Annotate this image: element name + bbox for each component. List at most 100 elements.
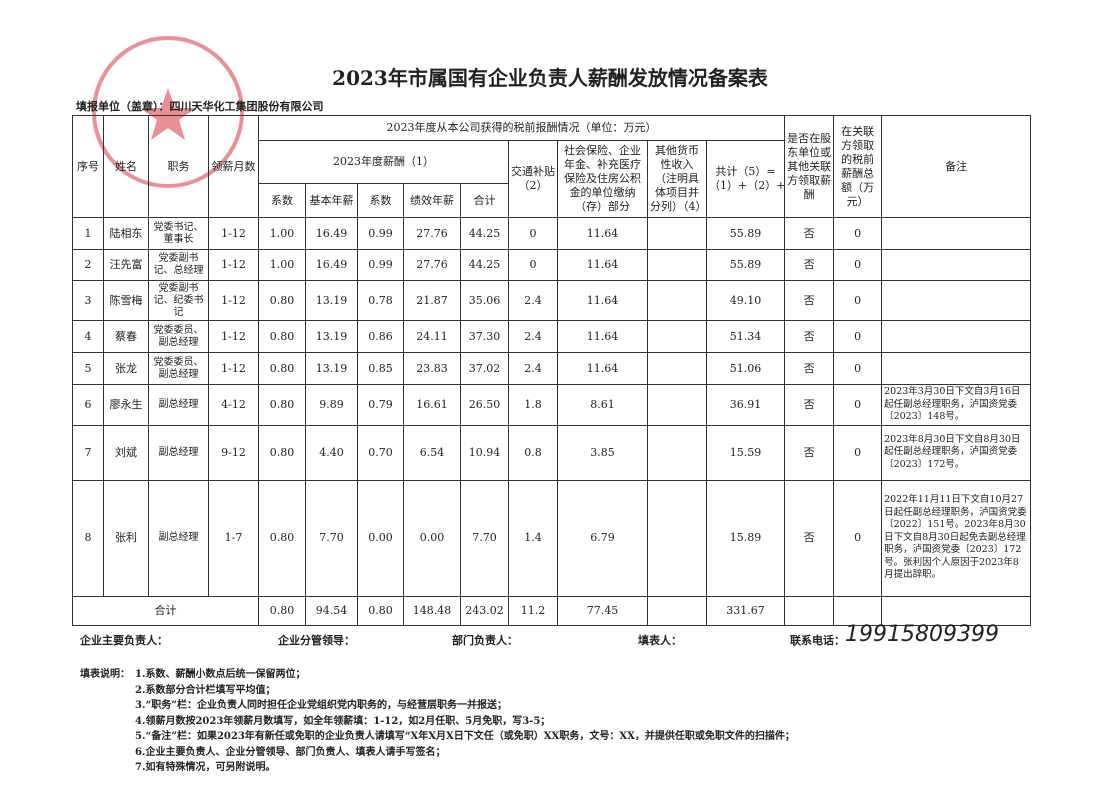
header-cell: 合计 (460, 183, 509, 218)
cell: 0 (833, 249, 883, 281)
cell: 13.19 (305, 280, 358, 321)
cell: 21.87 (403, 280, 461, 321)
cell: 11.64 (557, 217, 648, 250)
cell (647, 595, 707, 626)
header-cell: 系数 (357, 183, 404, 218)
cell: 4 (72, 320, 104, 353)
cell: 0.80 (258, 424, 306, 481)
phone: 19915809399 (845, 622, 999, 647)
cell: 0.99 (357, 249, 404, 281)
cell: 6.79 (557, 479, 648, 597)
cell: 16.49 (305, 217, 358, 250)
cell: 1-12 (208, 352, 259, 385)
cell: 37.30 (460, 320, 509, 353)
cell: 0.86 (357, 320, 404, 353)
header-cell: 基本年薪 (305, 183, 358, 218)
salary-table: 序号 姓名 职务 领薪月数 2023年度从本公司获得的税前报酬情况（单位：万元） 是否在股… (72, 115, 1032, 626)
note-item: 3.“职务”栏：企业负责人同时担任企业党组织党内职务的，与经营层职务一并报送； (135, 700, 507, 711)
signature-label: 部门负责人： (452, 634, 518, 647)
cell (647, 217, 707, 250)
cell: 否 (784, 280, 835, 321)
cell: 36.91 (705, 384, 786, 426)
cell: 1-12 (208, 217, 259, 250)
header-cell: 是否在股东单位或其他关联方领取薪酬 (784, 115, 835, 218)
cell (647, 280, 707, 321)
header-cell: 领薪月数 (208, 115, 259, 218)
signature-label: 填表人： (638, 634, 682, 647)
cell: 否 (784, 249, 835, 281)
cell: 0.80 (258, 320, 306, 353)
cell (881, 320, 1032, 353)
cell: 331.67 (705, 595, 786, 626)
cell: 0.80 (258, 384, 306, 426)
data-row: 5 张龙 党委委员、副总经理 1-12 0.80 13.19 0.85 23.83 37.02 2… (72, 352, 1032, 385)
header-cell: 交通补贴（2） (508, 140, 558, 218)
header-cell: 共计（5）=（1）+（2）+（3）+（4） (705, 140, 786, 218)
note-item: 5.“备注”栏：如果2023年有新任或免职的企业负责人请填写“X年X月X日下文任… (135, 731, 795, 742)
cell: 1-12 (208, 280, 259, 321)
cell: 否 (784, 320, 835, 353)
cell: 1.00 (258, 249, 306, 281)
cell (881, 280, 1032, 321)
data-row: 2 汪先富 党委副书记、总经理 1-12 1.00 16.49 0.99 27.76 44.25… (72, 249, 1032, 281)
cell: 13.19 (305, 352, 358, 385)
cell: 11.64 (557, 320, 648, 353)
cell: 副总经理 (148, 424, 209, 481)
header-row: 2023年度薪酬（1） 交通补贴（2） 社会保险、企业年金、补充医疗保险及住房公积金… (73, 140, 1031, 218)
cell: 蔡春 (103, 320, 149, 353)
cell: 0.99 (357, 217, 404, 250)
cell: 0.8 (508, 424, 558, 481)
cell: 15.59 (705, 424, 786, 481)
cell: 26.50 (460, 384, 509, 426)
cell: 16.61 (403, 384, 461, 426)
cell: 4-12 (208, 384, 259, 426)
note-item: 1.系数、薪酬小数点后统一保留两位； (135, 669, 306, 680)
header-row: 序号 姓名 职务 领薪月数 2023年度从本公司获得的税前报酬情况（单位：万元） 是否在股… (72, 115, 1032, 218)
cell (647, 320, 707, 353)
cell: 0.80 (357, 595, 404, 626)
cell: 否 (784, 424, 835, 481)
cell (647, 352, 707, 385)
cell: 44.25 (460, 249, 509, 281)
cell: 0.79 (357, 384, 404, 426)
cell: 副总经理 (148, 384, 209, 426)
data-row: 7 刘斌 副总经理 9-12 0.80 4.40 0.70 6.54 10.94 0.8 3.85 1… (72, 424, 1032, 481)
total-row: 合计 0.80 94.54 0.80 148.48 243.02 11.2 77.45 331.… (72, 595, 1032, 626)
cell: 2 (72, 249, 104, 281)
cell: 否 (784, 479, 835, 597)
header-cell: 在关联方领取的税前薪酬总额（万元） (833, 115, 883, 218)
cell: 9-12 (208, 424, 259, 481)
cell: 27.76 (403, 249, 461, 281)
cell: 0 (833, 479, 883, 597)
cell: 11.2 (508, 595, 558, 626)
cell: 8 (72, 479, 104, 597)
cell: 1-7 (208, 479, 259, 597)
note-item: 2.系数部分合计栏填写平均值； (135, 684, 276, 696)
cell: 0.80 (258, 595, 306, 626)
cell: 3.85 (557, 424, 648, 481)
cell: 副总经理 (148, 479, 209, 597)
title: 2023年市属国有企业负责人薪酬发放情况备案表 (332, 66, 768, 90)
cell: 1.4 (508, 479, 558, 597)
cell: 51.06 (705, 352, 786, 385)
cell: 37.02 (460, 352, 509, 385)
cell: 55.89 (705, 249, 786, 281)
header-cell: 姓名 (103, 115, 149, 218)
cell (881, 249, 1032, 281)
cell (647, 424, 707, 481)
data-row: 3 陈雪梅 党委副书记、纪委书记 1-12 0.80 13.19 0.78 21.87 35.0… (72, 280, 1032, 321)
header-cell: 2023年度从本公司获得的税前报酬情况（单位：万元） (257, 115, 786, 141)
cell: 11.64 (557, 249, 648, 281)
cell (784, 595, 835, 626)
header-row: 系数 基本年薪 系数 绩效年薪 合计 (73, 183, 1031, 218)
cell: 0 (833, 384, 883, 426)
cell: 16.49 (305, 249, 358, 281)
cell: 11.64 (557, 352, 648, 385)
cell: 6 (72, 384, 104, 426)
header-cell: 2023年度薪酬（1） (258, 140, 509, 184)
cell: 4.40 (305, 424, 358, 481)
cell: 55.89 (705, 217, 786, 250)
cell: 0.80 (258, 280, 306, 321)
cell: 243.02 (460, 595, 509, 626)
cell: 陆相东 (103, 217, 149, 250)
